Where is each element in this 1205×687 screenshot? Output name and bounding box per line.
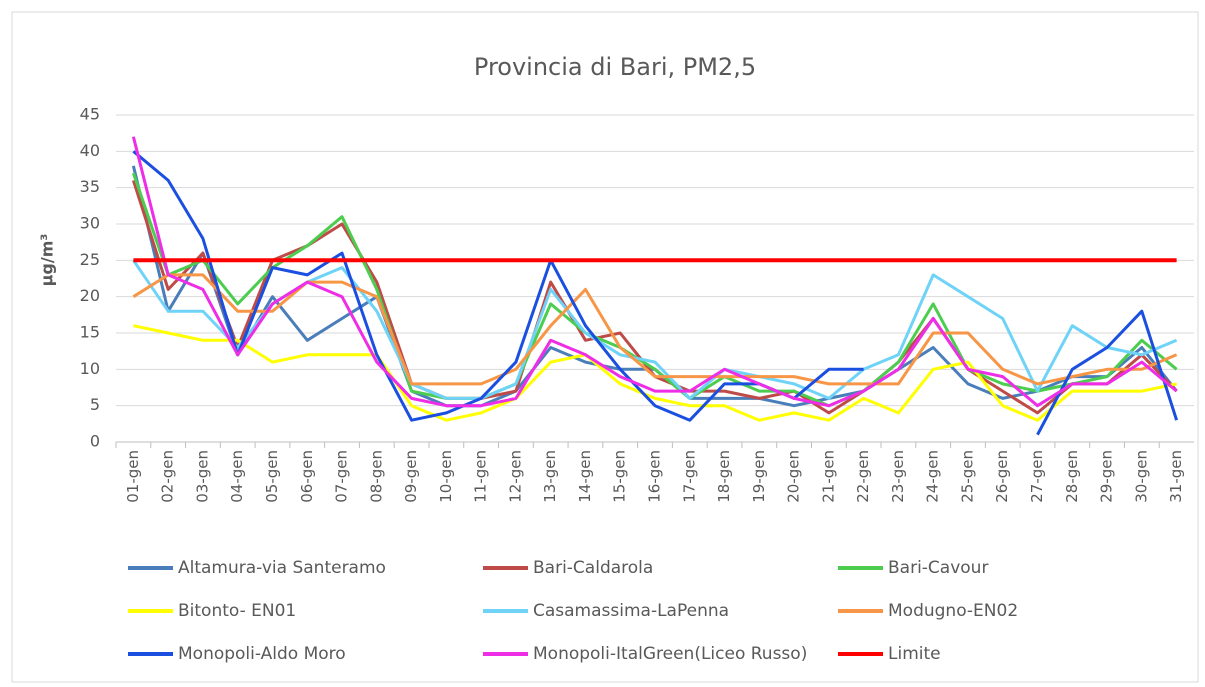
- legend-label: Limite: [888, 644, 941, 664]
- legend-label: Monopoli-Aldo Moro: [178, 644, 346, 664]
- x-tick-label: 03-gen: [193, 450, 211, 503]
- legend-label: Monopoli-ItalGreen(Liceo Russo): [533, 644, 807, 664]
- series-line: [133, 324, 1177, 422]
- x-tick-label: 28-gen: [1063, 450, 1081, 503]
- x-tick-label: 25-gen: [958, 450, 976, 503]
- y-tick-label: 15: [80, 323, 100, 342]
- y-tick-label: 45: [80, 105, 100, 124]
- y-tick-label: 40: [80, 141, 100, 160]
- x-tick-label: 15-gen: [611, 450, 629, 503]
- y-tick-label: 5: [90, 395, 100, 414]
- x-tick-label: 24-gen: [924, 450, 942, 503]
- legend-label: Casamassima-LaPenna: [533, 601, 729, 621]
- x-tick-label: 21-gen: [819, 450, 837, 503]
- y-tick-label: 20: [80, 286, 100, 305]
- x-tick-label: 20-gen: [785, 450, 803, 503]
- legend-label: Modugno-EN02: [888, 601, 1018, 621]
- x-tick-label: 27-gen: [1028, 450, 1046, 503]
- x-tick-label: 07-gen: [333, 450, 351, 503]
- x-tick-label: 06-gen: [298, 450, 316, 503]
- legend-label: Bitonto- EN01: [178, 601, 296, 621]
- x-tick-label: 30-gen: [1132, 450, 1150, 503]
- x-tick-label: 05-gen: [263, 450, 281, 503]
- x-tick-label: 04-gen: [228, 450, 246, 503]
- x-tick-label: 10-gen: [437, 450, 455, 503]
- legend-label: Bari-Caldarola: [533, 558, 653, 578]
- y-tick-label: 30: [80, 214, 100, 233]
- x-tick-label: 14-gen: [576, 450, 594, 503]
- x-tick-label: 17-gen: [680, 450, 698, 503]
- x-tick-label: 01-gen: [124, 450, 142, 503]
- x-tick-label: 02-gen: [159, 450, 177, 503]
- x-tick-label: 19-gen: [750, 450, 768, 503]
- x-tick-label: 08-gen: [367, 450, 385, 503]
- y-axis-label: µg/m³: [38, 234, 57, 287]
- x-tick-label: 29-gen: [1098, 450, 1116, 503]
- y-tick-label: 25: [80, 250, 100, 269]
- legend-label: Altamura-via Santeramo: [178, 558, 386, 578]
- x-tick-label: 13-gen: [541, 450, 559, 503]
- y-tick-label: 35: [80, 177, 100, 196]
- y-tick-label: 0: [90, 432, 100, 451]
- x-tick-label: 23-gen: [889, 450, 907, 503]
- x-tick-label: 31-gen: [1167, 450, 1185, 503]
- series-line: [131, 136, 1178, 408]
- x-tick-label: 18-gen: [715, 450, 733, 503]
- chart-title: Provincia di Bari, PM2,5: [474, 53, 756, 81]
- x-tick-label: 22-gen: [854, 450, 872, 503]
- x-tick-label: 09-gen: [402, 450, 420, 503]
- y-tick-label: 10: [80, 359, 100, 378]
- x-tick-label: 11-gen: [472, 450, 490, 503]
- x-tick-label: 26-gen: [993, 450, 1011, 503]
- x-tick-label: 12-gen: [506, 450, 524, 503]
- legend-label: Bari-Cavour: [888, 558, 988, 578]
- x-tick-label: 16-gen: [646, 450, 664, 503]
- series-line: [131, 172, 1178, 408]
